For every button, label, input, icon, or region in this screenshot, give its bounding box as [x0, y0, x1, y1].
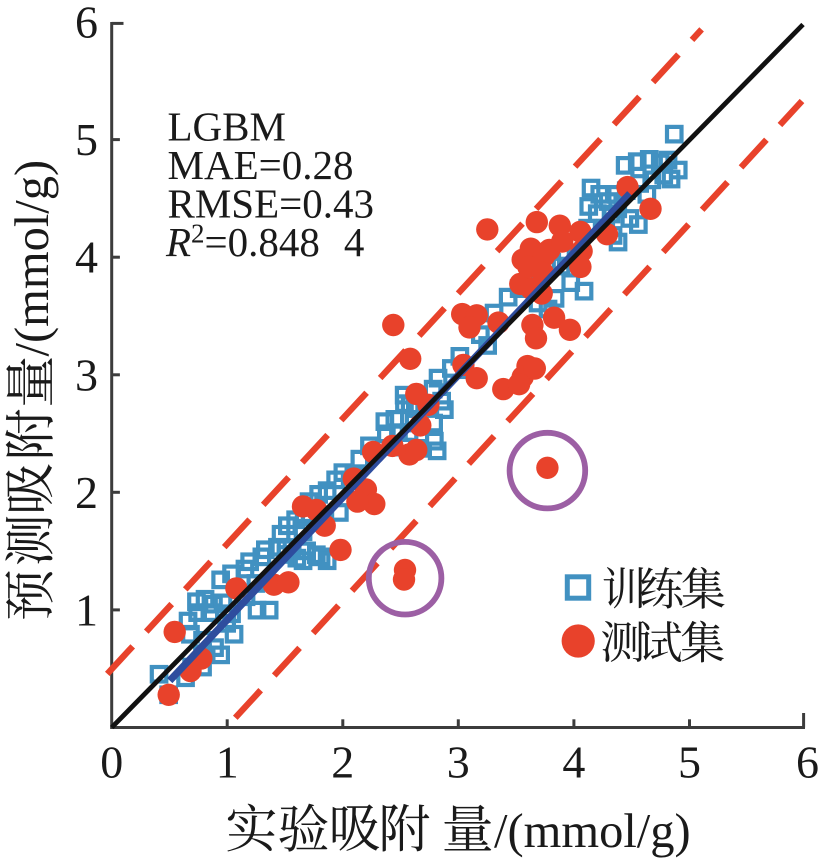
svg-text:3: 3 [75, 349, 98, 400]
svg-text:/(mmol/g): /(mmol/g) [6, 160, 59, 357]
svg-text:1: 1 [75, 584, 98, 635]
svg-text:6: 6 [796, 737, 819, 788]
svg-text:4: 4 [75, 232, 98, 283]
svg-text:/(mmol/g): /(mmol/g) [494, 805, 691, 858]
svg-text:4: 4 [562, 737, 585, 788]
svg-text:6: 6 [75, 0, 98, 47]
svg-text:3: 3 [447, 737, 470, 788]
svg-text:0: 0 [100, 737, 123, 788]
svg-text:5: 5 [678, 737, 701, 788]
svg-text:2: 2 [75, 467, 98, 518]
svg-text:2: 2 [331, 737, 354, 788]
svg-text:1: 1 [216, 737, 239, 788]
svg-text:LGBM: LGBM [168, 104, 286, 150]
svg-text:MAE=0.28: MAE=0.28 [168, 142, 354, 188]
svg-text:5: 5 [75, 114, 98, 165]
svg-text:RMSE=0.43: RMSE=0.43 [168, 181, 375, 227]
